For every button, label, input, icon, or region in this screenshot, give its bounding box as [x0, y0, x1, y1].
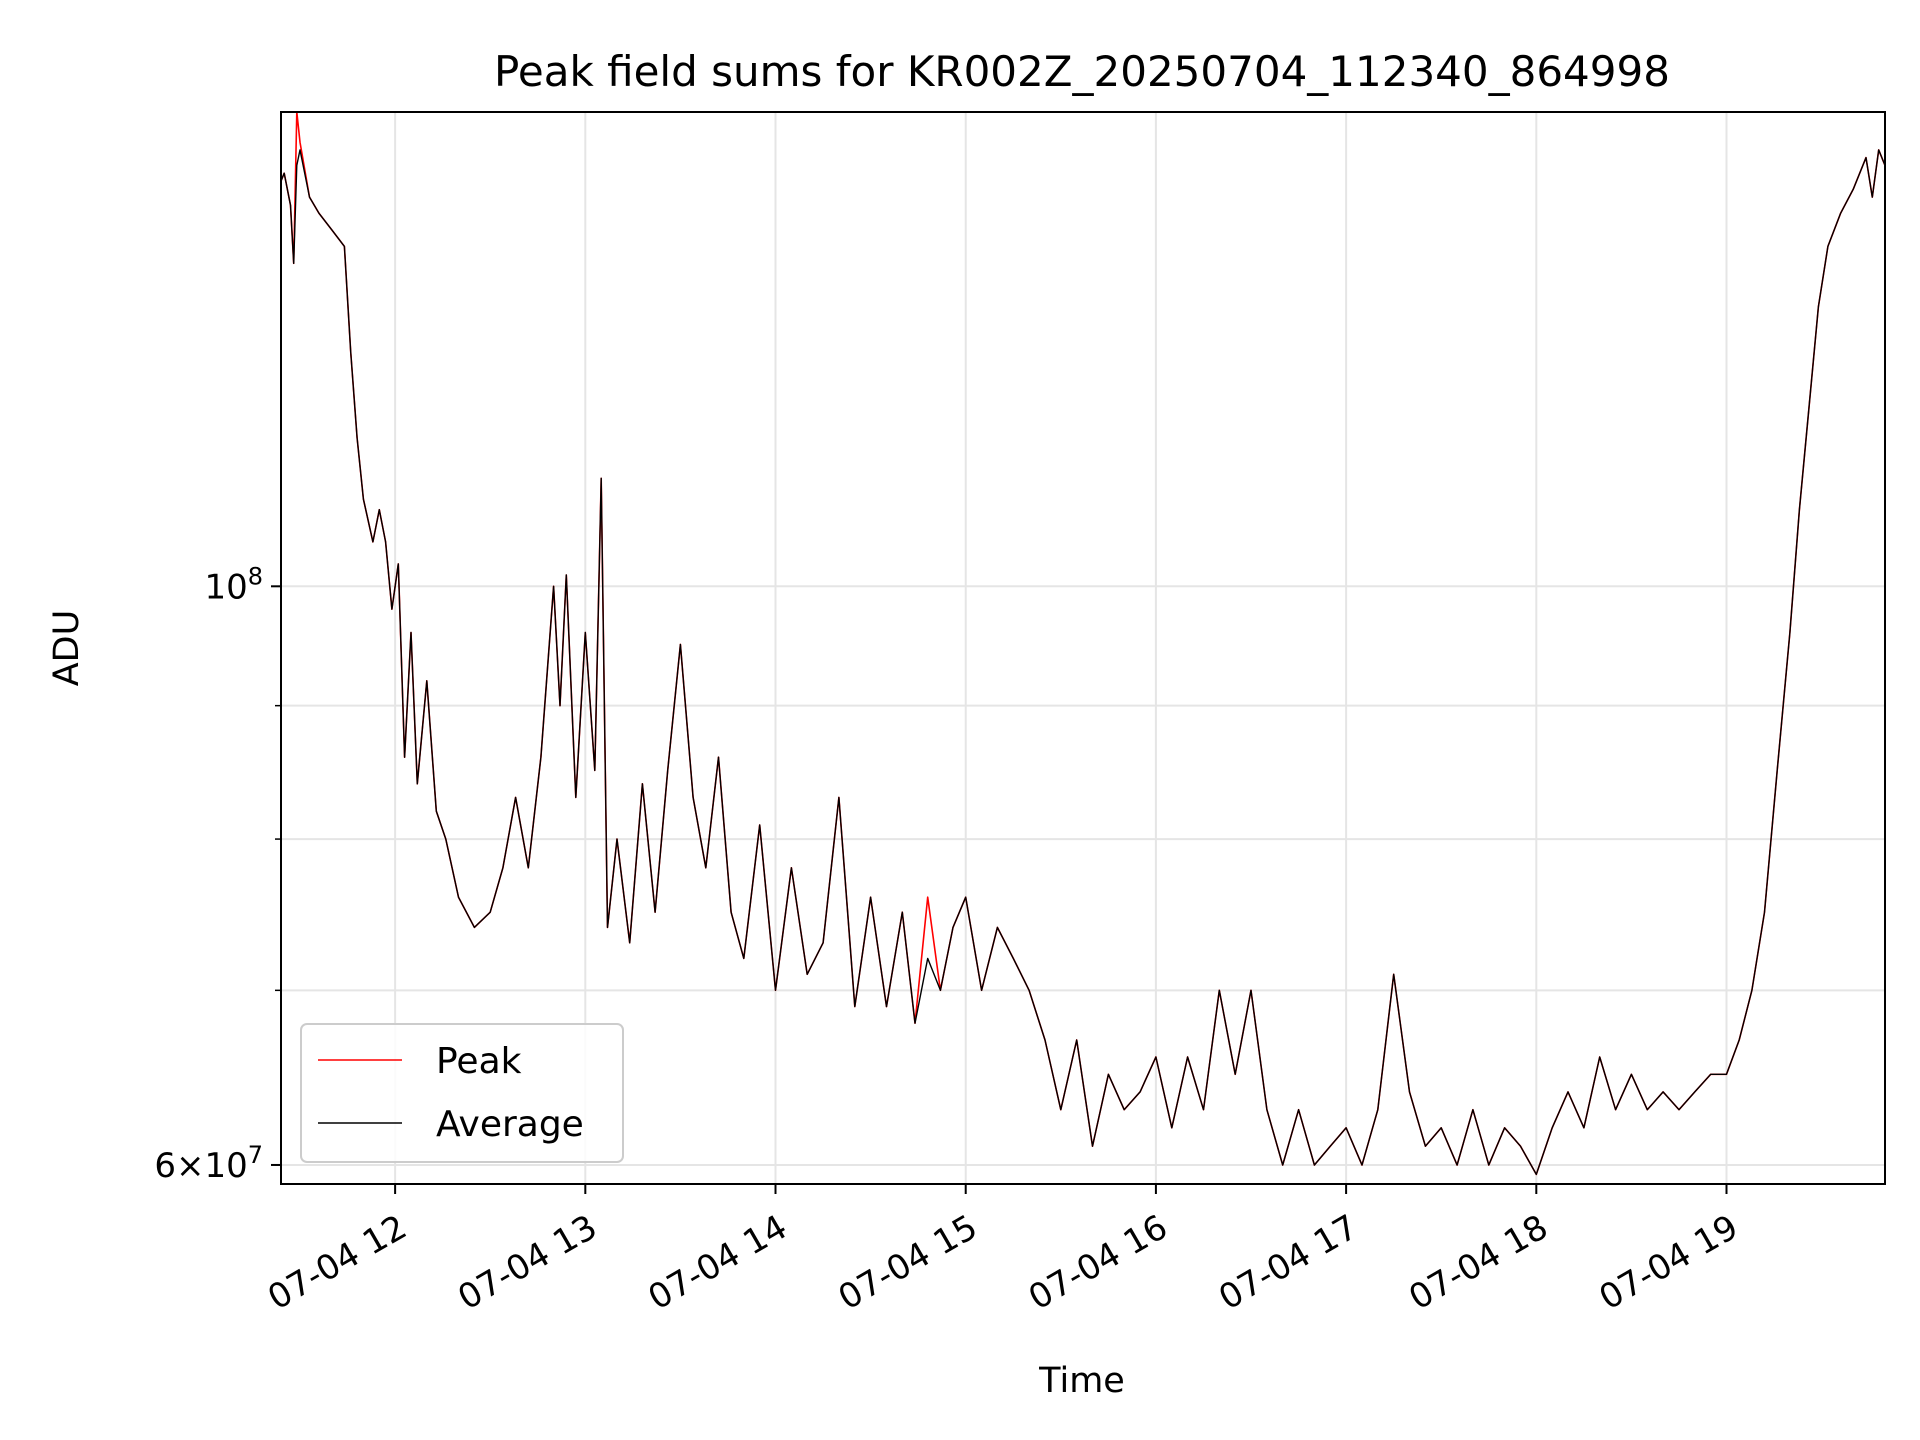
series-line-average [280, 149, 1886, 1176]
x-tick-label: 07-04 15 [832, 1207, 984, 1318]
legend-average-label: Average [436, 1104, 584, 1145]
x-axis: 07-04 12 07-04 13 07-04 14 07-04 15 07-04 16… [261, 1184, 1745, 1318]
x-tick-label: 07-04 18 [1402, 1207, 1554, 1318]
legend: Peak Average [300, 1023, 624, 1163]
x-tick-label: 07-04 12 [261, 1207, 413, 1318]
y-tick-label: 6×107 [154, 1141, 263, 1186]
legend-box [300, 1023, 624, 1163]
x-tick-label: 07-04 14 [642, 1207, 794, 1318]
legend-peak-label: Peak [436, 1041, 522, 1082]
x-tick-label: 07-04 13 [451, 1207, 603, 1318]
x-tick-label: 07-04 16 [1022, 1207, 1174, 1318]
x-tick-label: 07-04 19 [1593, 1207, 1745, 1318]
y-axis: 108 6×107 [154, 562, 281, 1186]
x-axis-title: Time [1038, 1361, 1125, 1401]
y-axis-title: ADU [47, 610, 87, 687]
gridlines [281, 112, 1885, 1184]
series-layer [280, 111, 1886, 1176]
y-tick-label: 108 [204, 562, 263, 607]
chart-title: Peak field sums for KR002Z_20250704_1123… [494, 47, 1670, 96]
x-tick-label: 07-04 17 [1212, 1207, 1364, 1318]
series-line-peak [280, 111, 1886, 1176]
plot-frame [280, 111, 1886, 1185]
